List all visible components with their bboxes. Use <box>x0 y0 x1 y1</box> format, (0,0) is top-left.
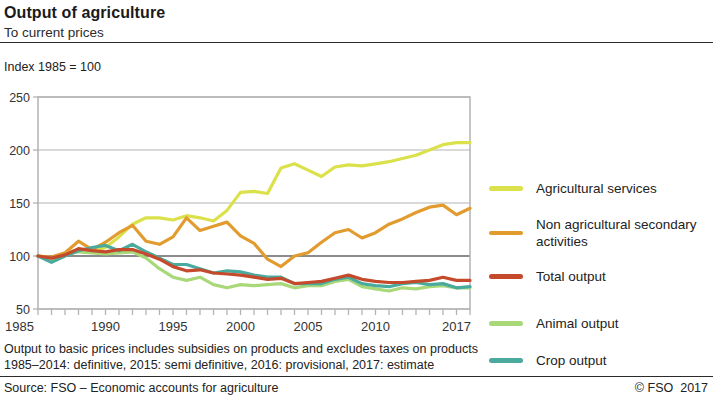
legend-swatch <box>489 358 523 363</box>
x-tick-label: 2017 <box>442 319 471 334</box>
x-tick-label: 1985 <box>5 319 34 334</box>
legend-item: Animal output <box>489 315 708 332</box>
x-tick-label: 1995 <box>159 319 188 334</box>
chart-subtitle: To current prices <box>4 25 104 40</box>
page-title: Output of agriculture <box>4 4 165 22</box>
chart-svg: 50 100 150 200 250 1985 1990 1995 2000 2005 2010 20… <box>0 88 485 343</box>
legend-item: Non agricultural secondary activities <box>489 216 708 250</box>
x-tick-label: 2000 <box>226 319 255 334</box>
chart-legend: Agricultural services Non agricultural s… <box>489 88 711 288</box>
legend-label: Total output <box>536 268 708 285</box>
legend-swatch <box>489 186 523 191</box>
header-divider <box>0 42 713 43</box>
footnote-line-1: Output to basic prices includes subsidie… <box>4 342 478 356</box>
legend-label: Crop output <box>536 352 708 369</box>
y-tick-label: 50 <box>16 303 30 317</box>
legend-swatch <box>489 231 523 236</box>
x-tick-label: 1990 <box>91 319 120 334</box>
legend-label: Agricultural services <box>536 180 708 197</box>
series-line-3 <box>38 252 470 291</box>
legend-swatch <box>489 274 523 279</box>
y-tick-label: 150 <box>9 197 30 211</box>
chart-area: 50 100 150 200 250 1985 1990 1995 2000 2005 2010 20… <box>0 88 485 343</box>
chart-panel: Output of agriculture To current prices … <box>0 0 713 403</box>
y-tick-label: 250 <box>9 91 30 105</box>
legend-label: Non agricultural secondary activities <box>536 216 708 250</box>
y-tick-label: 100 <box>9 250 30 264</box>
legend-item: Total output <box>489 268 708 285</box>
x-tick-label: 2005 <box>294 319 323 334</box>
legend-item: Crop output <box>489 352 708 369</box>
index-base-label: Index 1985 = 100 <box>4 60 101 74</box>
legend-item: Agricultural services <box>489 180 708 197</box>
footnote-line-2: 1985–2014: definitive, 2015: semi defini… <box>4 358 434 372</box>
footer-divider <box>0 376 713 377</box>
y-tick-label: 200 <box>9 144 30 158</box>
x-tick-label: 2010 <box>361 319 390 334</box>
legend-swatch <box>489 321 523 326</box>
source-label: Source: FSO – Economic accounts for agri… <box>4 381 278 395</box>
series-line-0 <box>38 143 470 259</box>
series-line-1 <box>38 205 470 267</box>
copyright-label: © FSO 2017 <box>635 381 708 395</box>
legend-label: Animal output <box>536 315 708 332</box>
